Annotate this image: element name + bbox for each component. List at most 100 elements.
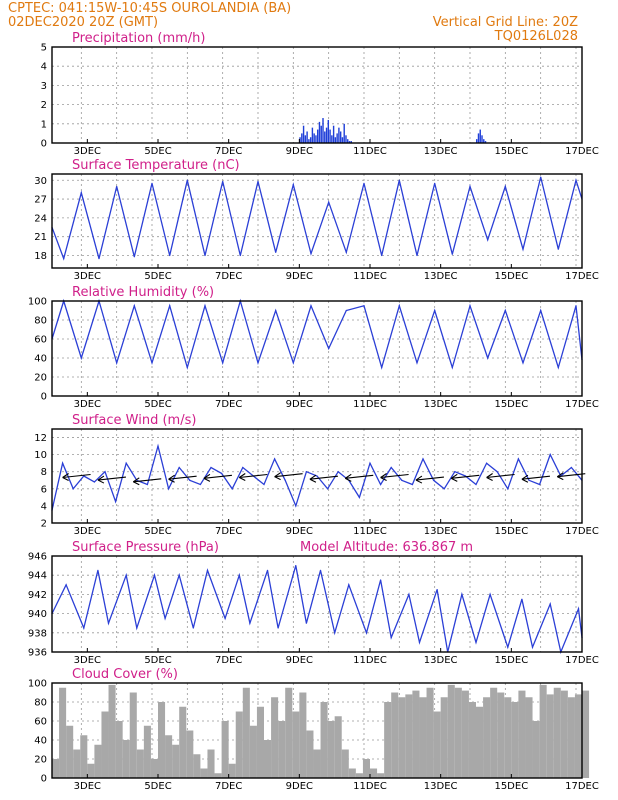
point-temperature-25 bbox=[487, 239, 489, 241]
wind-arrow-7 bbox=[309, 474, 338, 483]
ytick-cloud-3: 60 bbox=[34, 717, 47, 728]
area-bar-cloud-0 bbox=[52, 759, 60, 778]
xtick-humidity-1: 5DEC bbox=[144, 399, 171, 410]
point-temperature-6 bbox=[151, 182, 153, 184]
area-bar-cloud-39 bbox=[327, 721, 335, 778]
point-humidity-16 bbox=[328, 347, 330, 350]
bar-precipitation-29 bbox=[350, 141, 352, 143]
point-temperature-24 bbox=[469, 185, 471, 188]
point-pressure-26 bbox=[418, 641, 421, 644]
area-bar-cloud-67 bbox=[525, 697, 533, 778]
area-bar-cloud-19 bbox=[186, 730, 194, 778]
area-bar-cloud-13 bbox=[143, 725, 151, 778]
xtick-temperature-0: 3DEC bbox=[74, 271, 101, 282]
xtick-precipitation-5: 13DEC bbox=[424, 146, 458, 157]
point-temperature-18 bbox=[363, 182, 365, 184]
area-bar-cloud-3 bbox=[73, 749, 81, 778]
wind-arrow-10 bbox=[415, 475, 444, 484]
point-wind-33 bbox=[401, 479, 403, 481]
bar-precipitation-6 bbox=[309, 137, 312, 143]
area-bar-cloud-69 bbox=[539, 684, 547, 778]
point-wind-5 bbox=[104, 471, 106, 473]
area-bar-cloud-60 bbox=[476, 706, 484, 778]
area-bar-cloud-48 bbox=[391, 692, 399, 778]
point-wind-34 bbox=[411, 483, 413, 486]
panel-temperature: Surface Temperature (nC) 18 21 24 27 30 3DEC 5D… bbox=[34, 158, 599, 282]
area-bar-cloud-23 bbox=[214, 773, 222, 778]
point-humidity-26 bbox=[504, 309, 506, 312]
point-temperature-26 bbox=[504, 185, 506, 188]
point-temperature-14 bbox=[292, 184, 294, 186]
bar-precipitation-7 bbox=[311, 127, 314, 143]
wind-arrow-11 bbox=[450, 473, 480, 482]
bar-precipitation-4 bbox=[306, 131, 308, 143]
ytick-cloud-5: 100 bbox=[28, 679, 47, 690]
area-bar-cloud-62 bbox=[490, 687, 498, 778]
bar-precipitation-17 bbox=[329, 129, 331, 143]
point-pressure-34 bbox=[531, 646, 534, 648]
panel-annotation-pressure: Model Altitude: 636.867 m bbox=[300, 540, 473, 555]
area-bar-cloud-61 bbox=[483, 697, 491, 778]
wind-arrow-4 bbox=[203, 473, 232, 482]
point-wind-21 bbox=[274, 458, 276, 460]
bar-precipitation-28 bbox=[348, 141, 351, 143]
point-wind-16 bbox=[221, 472, 223, 475]
point-temperature-11 bbox=[239, 254, 241, 257]
area-bar-cloud-49 bbox=[398, 697, 406, 778]
point-wind-11 bbox=[168, 488, 170, 490]
area-bar-cloud-21 bbox=[200, 768, 208, 778]
area-bar-cloud-26 bbox=[235, 711, 243, 778]
bar-precipitation-1 bbox=[301, 133, 303, 143]
ytick-cloud-4: 80 bbox=[34, 698, 47, 709]
ytick-humidity-1: 20 bbox=[34, 373, 47, 384]
bar-precipitation-30 bbox=[476, 139, 478, 143]
point-wind-12 bbox=[178, 466, 180, 469]
area-bar-cloud-33 bbox=[285, 687, 293, 778]
ytick-precipitation-4: 4 bbox=[41, 62, 47, 73]
ytick-precipitation-5: 5 bbox=[41, 43, 47, 54]
point-pressure-23 bbox=[380, 579, 382, 581]
point-wind-1 bbox=[62, 462, 64, 464]
wind-arrow-5 bbox=[238, 473, 268, 481]
point-wind-24 bbox=[305, 471, 307, 473]
xtick-pressure-1: 5DEC bbox=[144, 655, 171, 666]
header-date: 02DEC2020 20Z (GMT) bbox=[8, 15, 158, 30]
area-bar-cloud-20 bbox=[193, 754, 201, 778]
ytick-wind-5: 12 bbox=[34, 433, 47, 444]
point-temperature-5 bbox=[133, 256, 135, 258]
bar-precipitation-9 bbox=[315, 135, 317, 143]
area-bar-cloud-66 bbox=[518, 690, 526, 778]
panel-frame-precipitation bbox=[51, 46, 583, 144]
bar-precipitation-22 bbox=[338, 127, 340, 143]
panel-title-precipitation: Precipitation (mm/h) bbox=[72, 31, 205, 46]
panel-title-humidity: Relative Humidity (%) bbox=[72, 285, 214, 300]
point-wind-4 bbox=[93, 481, 95, 483]
point-temperature-28 bbox=[540, 176, 542, 178]
ytick-cloud-1: 20 bbox=[34, 755, 47, 766]
xtick-precipitation-1: 5DEC bbox=[144, 146, 171, 157]
ytick-pressure-1: 938 bbox=[28, 628, 47, 639]
point-temperature-27 bbox=[522, 248, 524, 250]
xtick-temperature-6: 15DEC bbox=[494, 271, 528, 282]
xtick-wind-7: 17DEC bbox=[565, 526, 599, 537]
xtick-pressure-6: 15DEC bbox=[494, 655, 528, 666]
header-grid-line: Vertical Grid Line: 20Z bbox=[433, 15, 578, 30]
point-wind-43 bbox=[507, 488, 509, 490]
bar-precipitation-34 bbox=[483, 139, 485, 143]
point-temperature-12 bbox=[257, 180, 259, 183]
point-wind-42 bbox=[496, 471, 498, 473]
point-wind-25 bbox=[316, 475, 318, 477]
area-bar-cloud-57 bbox=[454, 687, 462, 778]
area-bar-cloud-31 bbox=[271, 697, 279, 778]
bar-precipitation-35 bbox=[484, 141, 487, 143]
bar-precipitation-32 bbox=[479, 129, 481, 143]
point-humidity-13 bbox=[275, 309, 277, 312]
wind-arrow-14 bbox=[556, 472, 586, 481]
point-humidity-4 bbox=[116, 362, 118, 364]
point-wind-14 bbox=[199, 483, 201, 486]
point-pressure-37 bbox=[577, 608, 580, 610]
bar-precipitation-18 bbox=[331, 135, 333, 143]
wind-arrow-2 bbox=[132, 477, 162, 486]
xtick-wind-4: 11DEC bbox=[353, 526, 387, 537]
xtick-cloud-4: 11DEC bbox=[353, 781, 387, 792]
